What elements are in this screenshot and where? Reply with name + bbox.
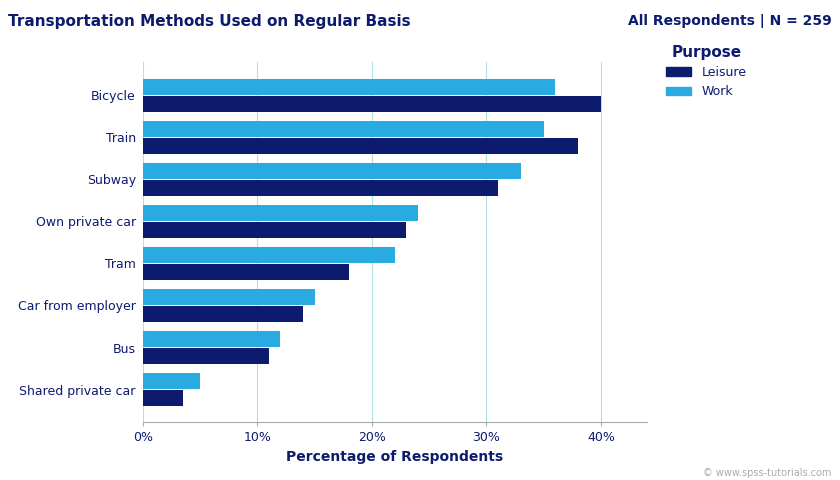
Bar [143, 180, 498, 196]
Text: All Respondents | N = 259: All Respondents | N = 259 [627, 14, 832, 28]
Bar [143, 79, 555, 95]
Bar [143, 96, 601, 111]
Bar [143, 390, 183, 406]
Bar [143, 331, 281, 347]
Bar [143, 138, 578, 154]
Bar [143, 289, 315, 305]
Bar [143, 247, 395, 263]
Bar [143, 373, 200, 389]
Text: © www.spss-tutorials.com: © www.spss-tutorials.com [703, 468, 832, 478]
Text: Transportation Methods Used on Regular Basis: Transportation Methods Used on Regular B… [8, 14, 411, 29]
Bar [143, 306, 303, 322]
Bar [143, 205, 417, 221]
Bar [143, 264, 349, 280]
X-axis label: Percentage of Respondents: Percentage of Respondents [286, 450, 503, 464]
Bar [143, 222, 407, 238]
Legend: Leisure, Work: Leisure, Work [661, 40, 752, 103]
Bar [143, 348, 269, 364]
Bar [143, 121, 543, 137]
Bar [143, 163, 521, 179]
